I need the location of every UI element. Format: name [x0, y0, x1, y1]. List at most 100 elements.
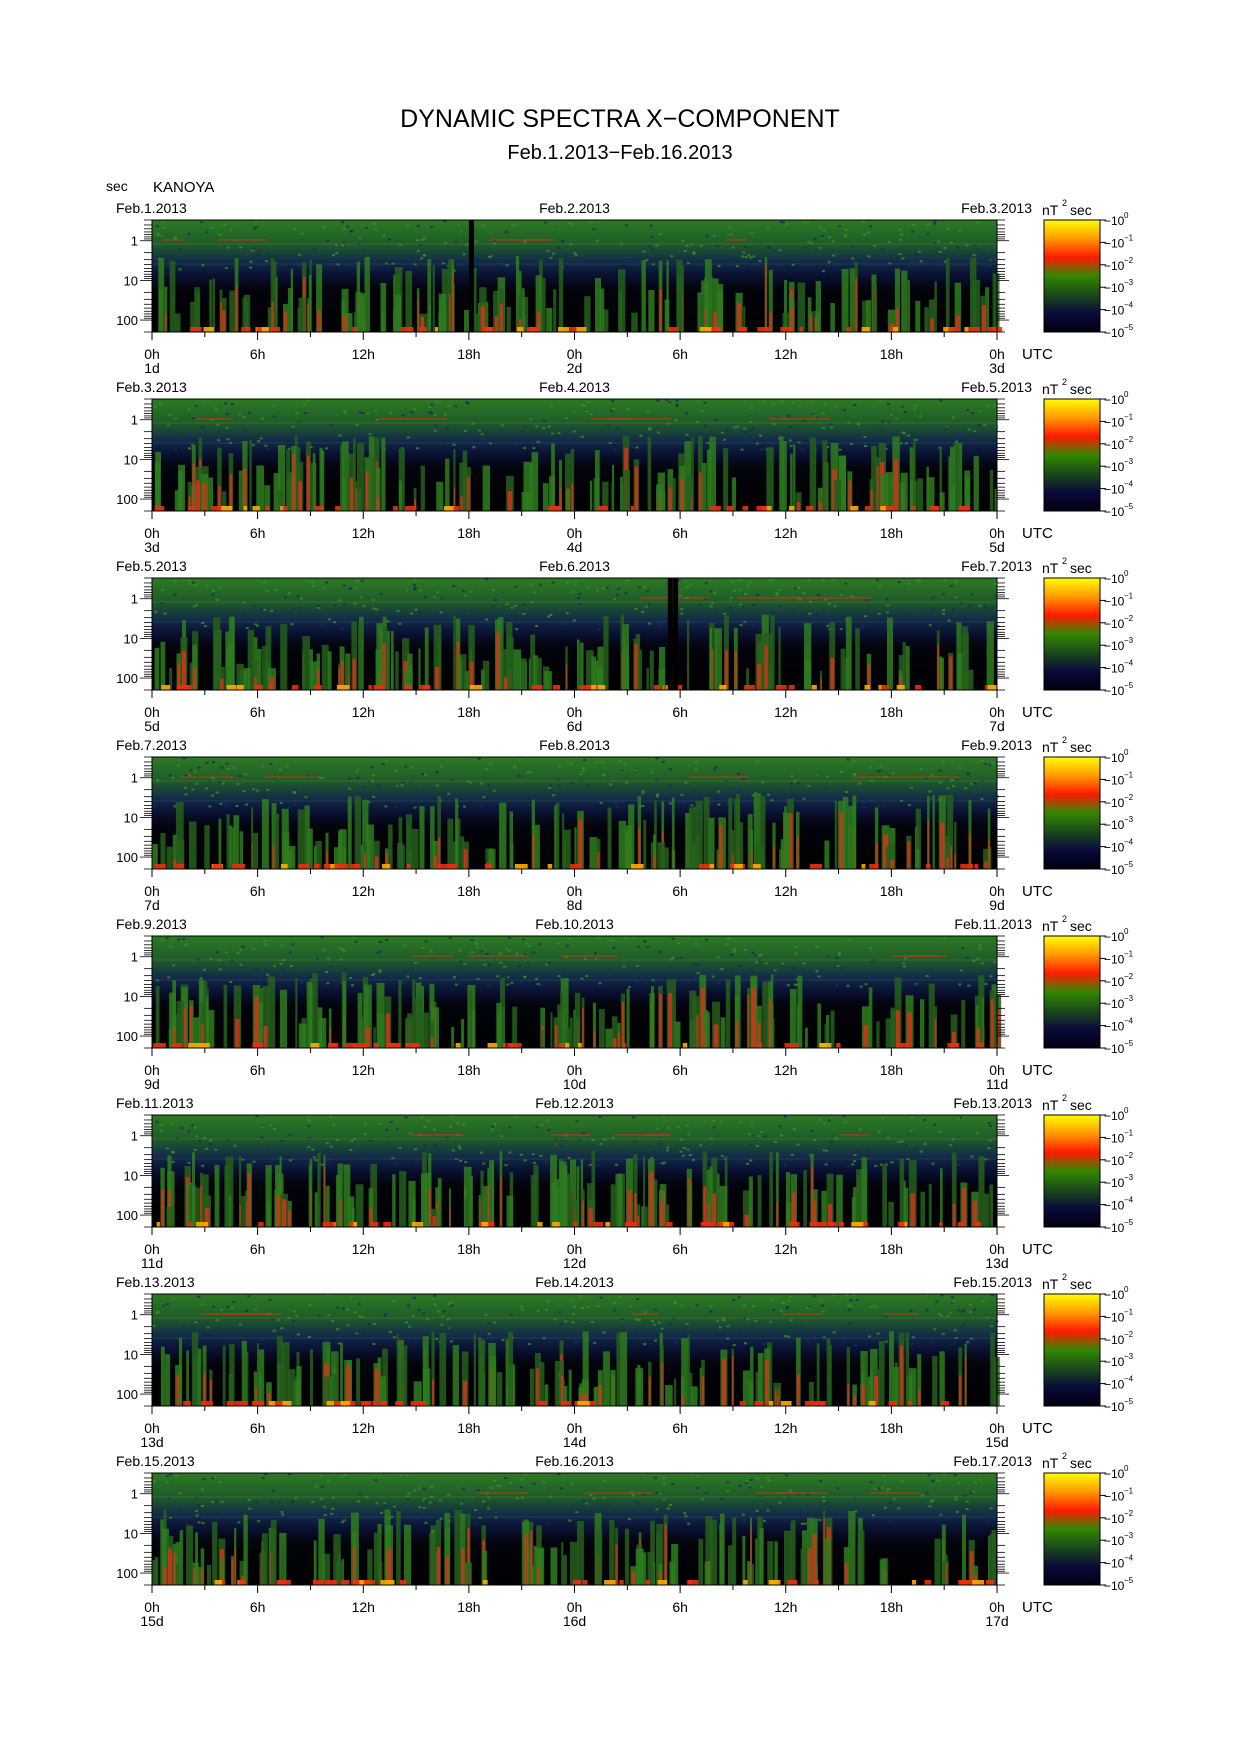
y-tick-label: 1: [131, 1487, 138, 1502]
panel-date-right: Feb.13.2013: [953, 1095, 1032, 1111]
x-tick-label: 6h: [672, 1599, 688, 1615]
x-axis-unit: UTC: [1022, 525, 1053, 542]
colorbar-tick-label: −10: [1104, 1579, 1125, 1593]
colorbar-tick-label: −10: [1104, 952, 1125, 966]
colorbar-tick-exp: −5: [1124, 1576, 1134, 1585]
colorbar-tick-exp: −3: [1124, 636, 1134, 645]
x-tick-label: 6h: [672, 704, 688, 720]
panel-date-left: Feb.13.2013: [116, 1274, 195, 1290]
x-tick-label: 18h: [457, 704, 480, 720]
colorbar-tick-exp: 0: [1124, 1106, 1129, 1115]
colorbar-tick-exp: −1: [1124, 412, 1134, 421]
y-tick-label: 1: [131, 1308, 138, 1323]
x-axis-unit: UTC: [1022, 1062, 1053, 1079]
x-tick-label: 0h: [989, 1420, 1005, 1436]
x-tick-label: 0h: [144, 1599, 160, 1615]
colorbar-tick-label: −10: [1104, 438, 1125, 452]
colorbar-tick-exp: −1: [1124, 770, 1134, 779]
panel-date-right: Feb.11.2013: [954, 916, 1032, 932]
x-axis-unit: UTC: [1022, 346, 1053, 363]
colorbar-tick-exp: −1: [1124, 1128, 1134, 1137]
colorbar-tick-exp: −1: [1124, 233, 1134, 242]
colorbar-tick-exp: 0: [1124, 390, 1129, 399]
colorbar-tick-exp: −2: [1124, 972, 1134, 981]
x-tick-label: 12h: [352, 346, 375, 362]
colorbar-tick-label: −10: [1104, 236, 1125, 250]
x-tick-label: 0h: [989, 525, 1005, 541]
colorbar: nT 2 sec−10 0−10 −1−10 −2−10 −3−10 −4−10 −5: [1042, 377, 1134, 519]
spectrogram-panel: Feb.9.2013 Feb.10.2013 Feb.11.2013 1 10 100 0h…: [116, 914, 1134, 1092]
colorbar-tick-label: −10: [1104, 1355, 1125, 1369]
x-tick-label: 0h: [567, 525, 583, 541]
x-axis-unit: UTC: [1022, 1599, 1053, 1616]
colorbar-tick-label: −10: [1104, 304, 1125, 318]
x-tick-label: 12h: [774, 704, 797, 720]
colorbar-tick-exp: 0: [1124, 1464, 1129, 1473]
x-axis-unit: UTC: [1022, 883, 1053, 900]
colorbar-unit: nT: [1042, 1276, 1059, 1292]
y-tick-label: 100: [116, 313, 138, 328]
colorbar-unit: nT: [1042, 739, 1059, 755]
y-tick-label: 10: [124, 1526, 138, 1541]
x-tick-label: 6h: [250, 1420, 266, 1436]
colorbar-tick-label: −10: [1104, 617, 1125, 631]
x-tick-label: 12h: [352, 1062, 375, 1078]
day-label-mid: 14d: [563, 1434, 586, 1450]
colorbar-tick-label: −10: [1104, 1467, 1125, 1481]
x-tick-label: 0h: [144, 1420, 160, 1436]
y-tick-label: 100: [116, 1566, 138, 1581]
colorbar-unit-suffix: sec: [1070, 202, 1092, 218]
colorbar: nT 2 sec−10 0−10 −1−10 −2−10 −3−10 −4−10 −5: [1042, 1093, 1134, 1235]
colorbar-unit: nT: [1042, 918, 1059, 934]
data-gap: [468, 220, 474, 332]
spectrogram-panel: Feb.13.2013 Feb.14.2013 Feb.15.2013 1 10 100 0…: [116, 1272, 1134, 1450]
colorbar-tick-label: −10: [1104, 1221, 1125, 1235]
colorbar-tick-exp: −5: [1124, 1039, 1134, 1048]
colorbar-unit: nT: [1042, 1455, 1059, 1471]
day-label-mid: 8d: [567, 897, 583, 913]
x-tick-label: 0h: [144, 1062, 160, 1078]
colorbar-tick-label: −10: [1104, 818, 1125, 832]
colorbar-tick-label: −10: [1104, 1288, 1125, 1302]
y-tick-label: 1: [131, 950, 138, 965]
colorbar-tick-exp: −2: [1124, 793, 1134, 802]
colorbar-tick-label: −10: [1104, 796, 1125, 810]
colorbar-tick-exp: −4: [1124, 659, 1134, 668]
x-tick-label: 12h: [774, 1062, 797, 1078]
y-tick-label: 10: [124, 810, 138, 825]
colorbar-tick-label: −10: [1104, 326, 1125, 340]
x-tick-label: 0h: [144, 1241, 160, 1257]
x-tick-label: 6h: [250, 1062, 266, 1078]
x-tick-label: 0h: [989, 883, 1005, 899]
y-tick-label: 10: [124, 1347, 138, 1362]
day-label-mid: 4d: [567, 539, 583, 555]
panel-date-mid: Feb.10.2013: [535, 916, 614, 932]
colorbar-tick-exp: −2: [1124, 1151, 1134, 1160]
colorbar-tick-label: −10: [1104, 863, 1125, 877]
x-tick-label: 18h: [457, 1599, 480, 1615]
day-label-start: 1d: [144, 360, 160, 376]
colorbar-unit: nT: [1042, 1097, 1059, 1113]
x-axis-unit: UTC: [1022, 1241, 1053, 1258]
colorbar-tick-label: −10: [1104, 1310, 1125, 1324]
colorbar-tick-exp: −2: [1124, 435, 1134, 444]
colorbar: nT 2 sec−10 0−10 −1−10 −2−10 −3−10 −4−10 −5: [1042, 1451, 1134, 1593]
colorbar-tick-label: −10: [1104, 1489, 1125, 1503]
colorbar-tick-exp: −1: [1124, 949, 1134, 958]
y-tick-label: 1: [131, 1129, 138, 1144]
colorbar-tick-exp: −5: [1124, 681, 1134, 690]
x-tick-label: 6h: [250, 883, 266, 899]
panel-date-mid: Feb.16.2013: [535, 1453, 614, 1469]
colorbar-tick-exp: −5: [1124, 323, 1134, 332]
colorbar-tick-exp: −5: [1124, 1218, 1134, 1227]
day-label-mid: 10d: [563, 1076, 586, 1092]
x-tick-label: 18h: [880, 1241, 903, 1257]
x-tick-label: 12h: [352, 1599, 375, 1615]
x-tick-label: 18h: [880, 346, 903, 362]
x-tick-label: 0h: [989, 1062, 1005, 1078]
x-tick-label: 12h: [352, 525, 375, 541]
colorbar-unit-suffix: sec: [1070, 1276, 1092, 1292]
panel-date-left: Feb.5.2013: [116, 558, 187, 574]
y-tick-label: 10: [124, 989, 138, 1004]
